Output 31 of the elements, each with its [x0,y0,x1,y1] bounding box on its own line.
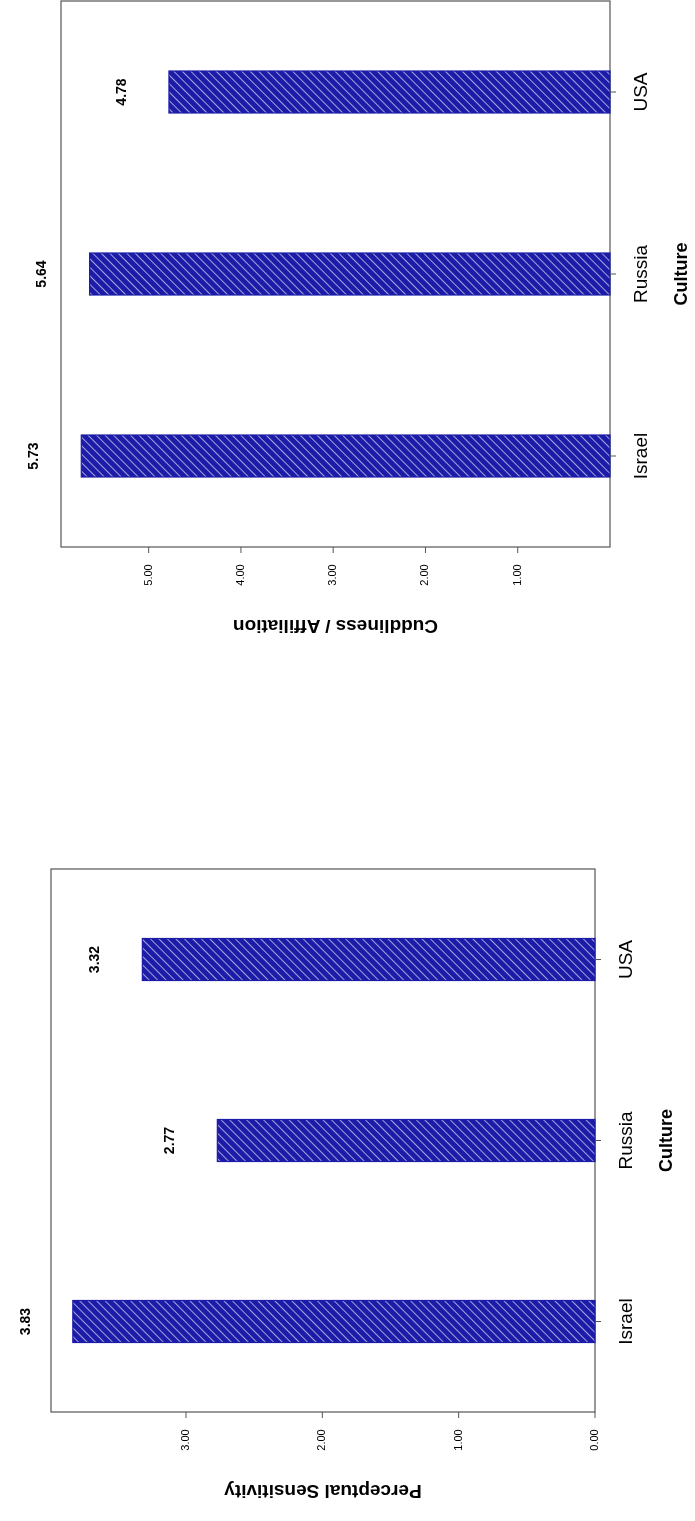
data-label: 4.78 [112,78,129,106]
y-tick-label: USA [630,72,652,112]
x-tick-label: 3.00 [178,1429,191,1451]
data-label: 5.64 [33,260,50,288]
data-label: 3.83 [16,1307,33,1336]
x-tick-label: 2.00 [315,1429,328,1451]
x-tick-label: 1.00 [451,1429,464,1451]
y-axis-title: Culture [655,1109,676,1172]
x-axis-title: Perceptual Sensitivity [223,1480,422,1502]
bar [80,434,611,478]
x-tick-label: 1.00 [510,564,523,586]
x-tick-label: 2.00 [418,564,431,586]
bar [72,1299,596,1344]
x-axis-title: Cuddliness / Affiliation [232,615,439,637]
y-tick-label: Russia [630,244,652,304]
data-label: 5.73 [25,442,41,470]
y-axis-title: Culture [670,242,691,306]
data-label: 2.77 [161,1126,178,1155]
bar [216,1118,596,1163]
y-tick-label: Israel [615,1298,637,1345]
bar [89,252,611,296]
x-tick-label: 5.00 [141,564,154,586]
data-label: 3.32 [86,945,103,974]
x-tick-label: 0.00 [587,1429,600,1451]
bar [168,70,611,114]
bar [141,937,596,982]
y-tick-label: Israel [630,432,652,480]
x-tick-label: 3.00 [326,564,339,586]
y-tick-label: USA [615,939,637,980]
x-tick-label: 4.00 [233,564,246,586]
y-tick-label: Russia [615,1111,637,1170]
